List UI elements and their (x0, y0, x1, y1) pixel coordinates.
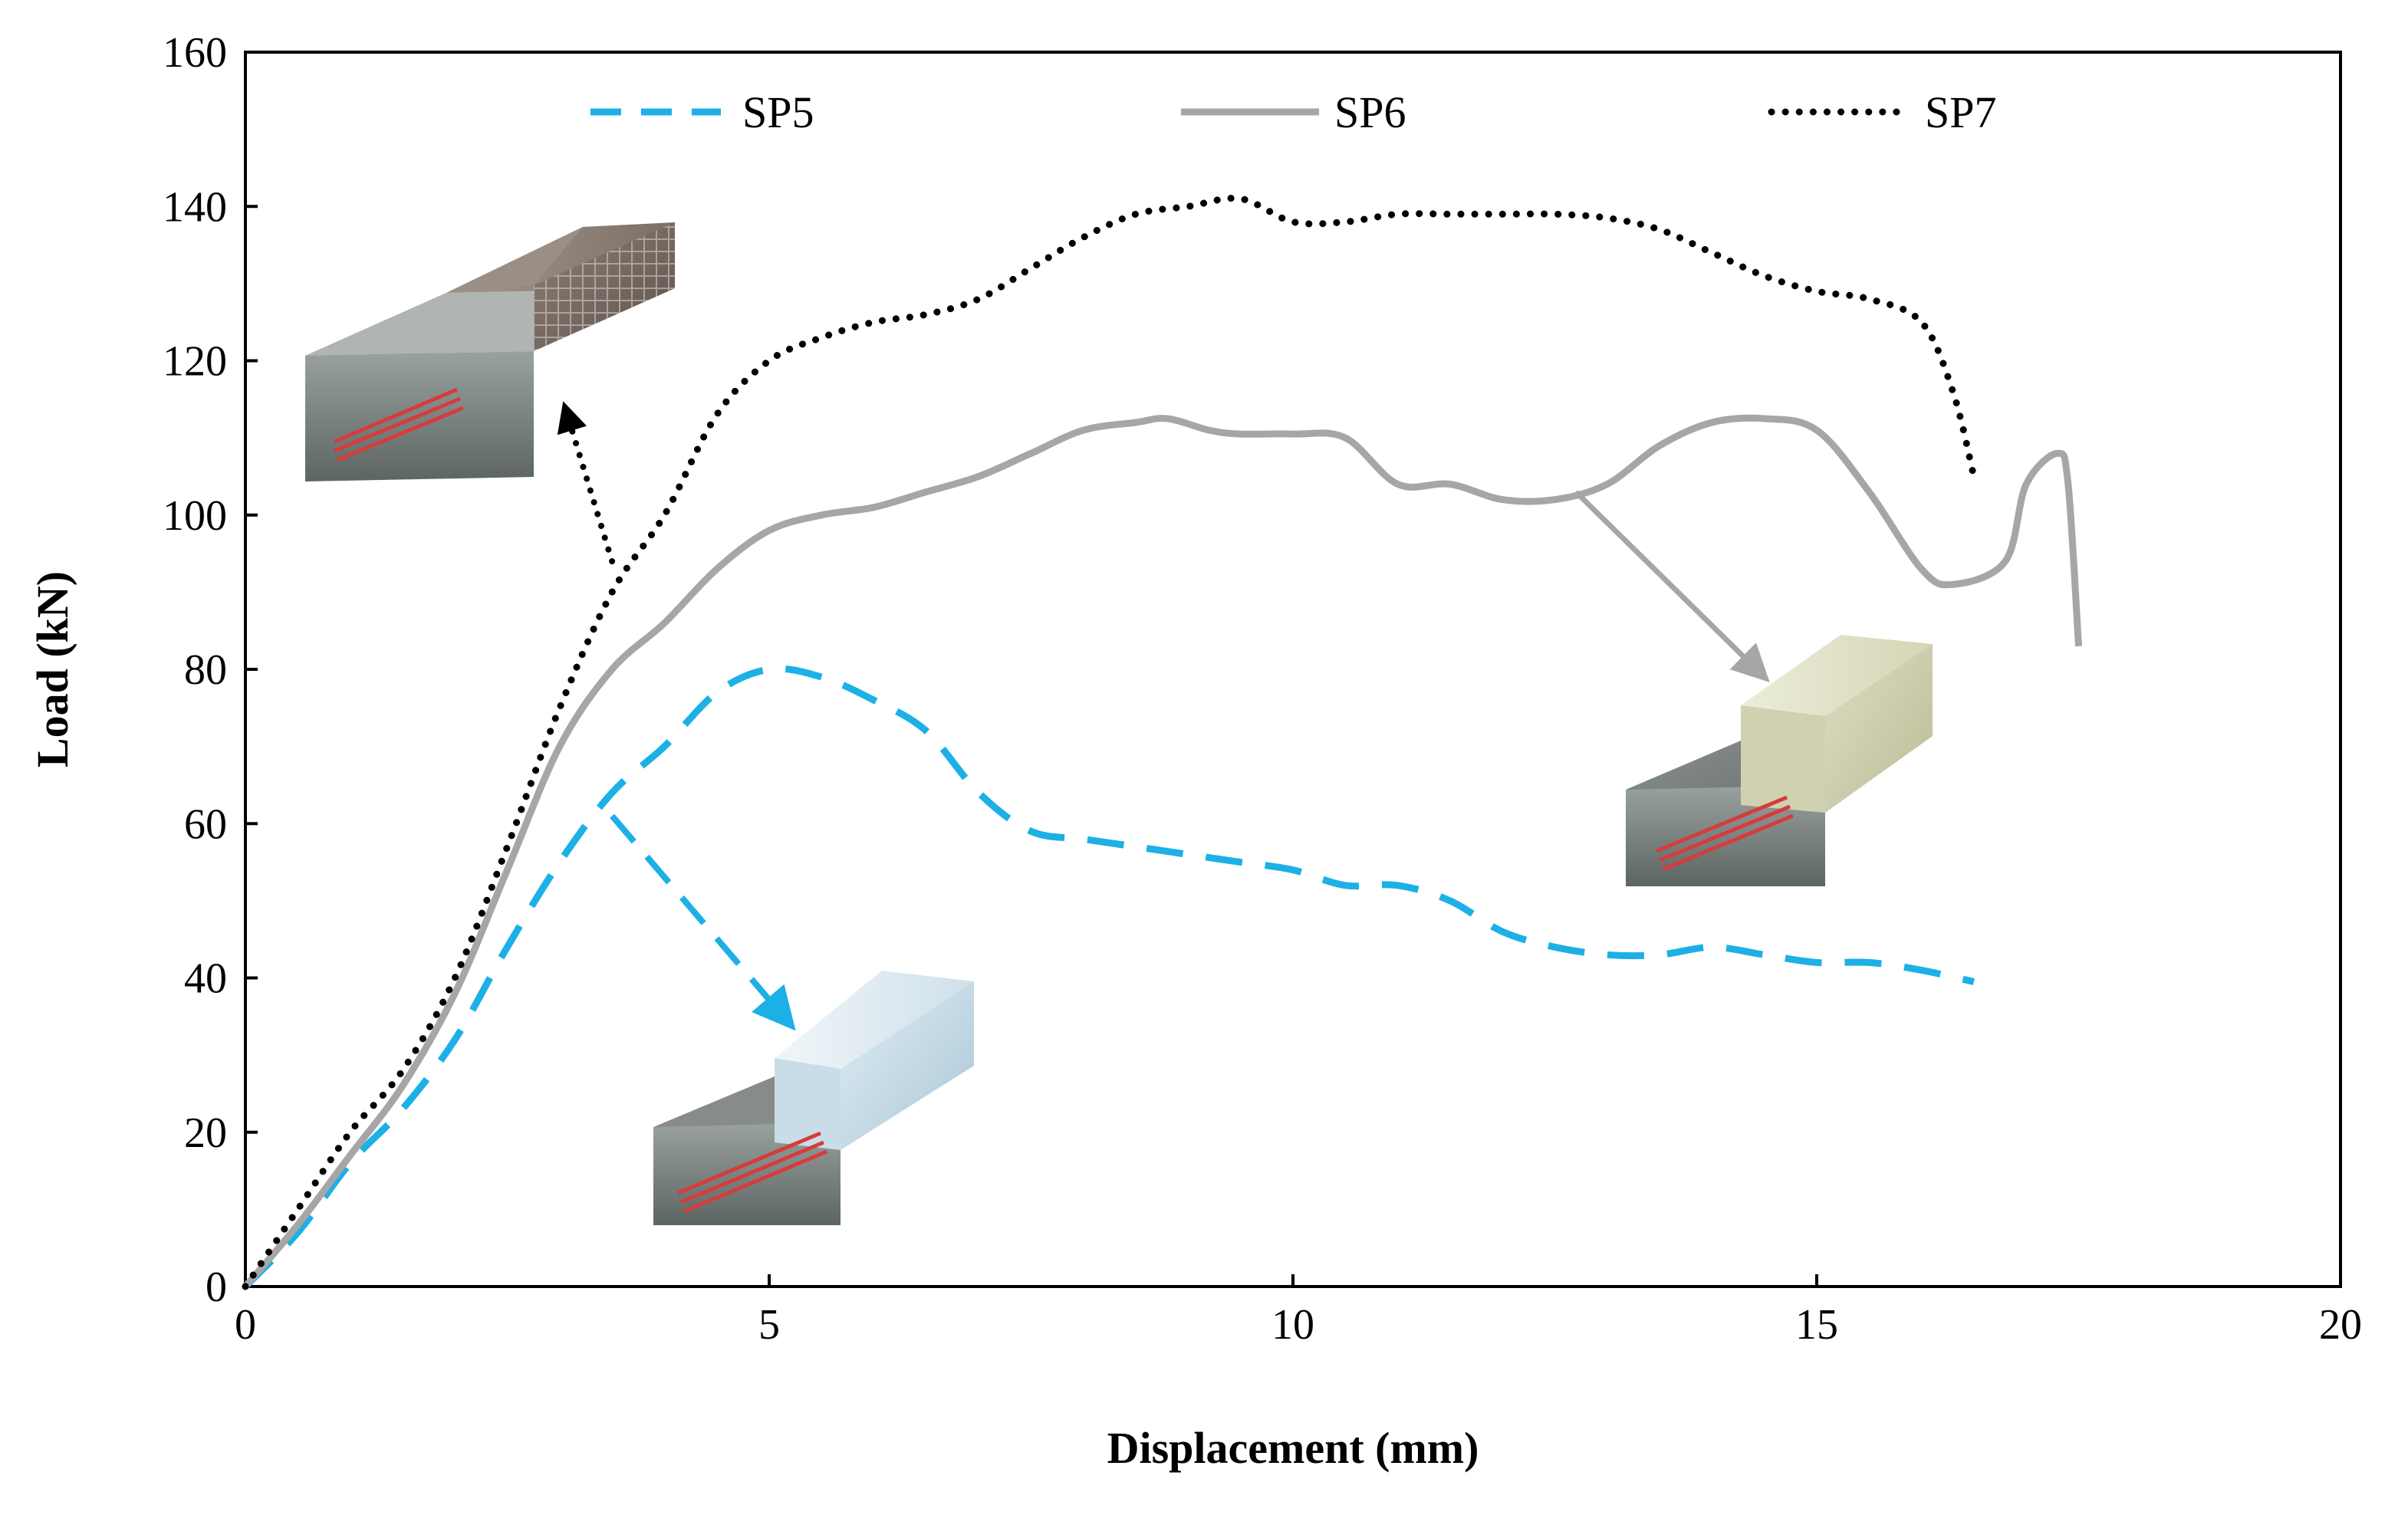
y-tick-label: 160 (163, 29, 227, 77)
y-axis-ticks: 0 20 40 60 80 100 120 140 160 (163, 29, 258, 1311)
legend-label-sp7: SP7 (1925, 87, 1997, 137)
y-tick-label: 140 (163, 183, 227, 231)
x-tick-label: 5 (758, 1301, 780, 1349)
y-tick-label: 40 (184, 955, 227, 1003)
annotation-arrow-sp5 (610, 813, 796, 1031)
series-line-sp7 (242, 195, 1978, 1290)
annotation-arrow-sp6 (1574, 490, 1770, 682)
x-axis-ticks: 0 5 10 15 20 (235, 1274, 2362, 1349)
y-axis-title: Load (kN) (28, 571, 77, 767)
plot-area-frame (244, 51, 2342, 1288)
x-tick-label: 0 (235, 1301, 256, 1349)
annotation-arrows (557, 401, 1770, 1031)
specimen-image-sp6 (1626, 635, 1933, 886)
legend-label-sp5: SP5 (742, 87, 814, 137)
y-tick-label: 60 (184, 800, 227, 848)
x-axis-title: Displacement (mm) (1107, 1423, 1479, 1473)
y-tick-label: 80 (184, 646, 227, 694)
series-line-sp6 (242, 414, 2082, 1289)
y-tick-label: 0 (206, 1264, 227, 1311)
specimen-image-sp5 (653, 971, 974, 1225)
x-tick-label: 10 (1271, 1301, 1314, 1349)
specimen-image-sp7 (305, 222, 675, 481)
legend: SP5 SP6 SP7 (590, 87, 1997, 137)
x-tick-label: 20 (2319, 1301, 2362, 1349)
legend-label-sp6: SP6 (1334, 87, 1406, 137)
y-tick-label: 100 (163, 492, 227, 540)
series-line-sp5 (242, 665, 1975, 1290)
annotation-arrow-sp7 (557, 401, 616, 565)
x-tick-label: 15 (1795, 1301, 1838, 1349)
y-tick-label: 120 (163, 338, 227, 386)
series-lines (242, 195, 2082, 1290)
y-tick-label: 20 (184, 1109, 227, 1157)
